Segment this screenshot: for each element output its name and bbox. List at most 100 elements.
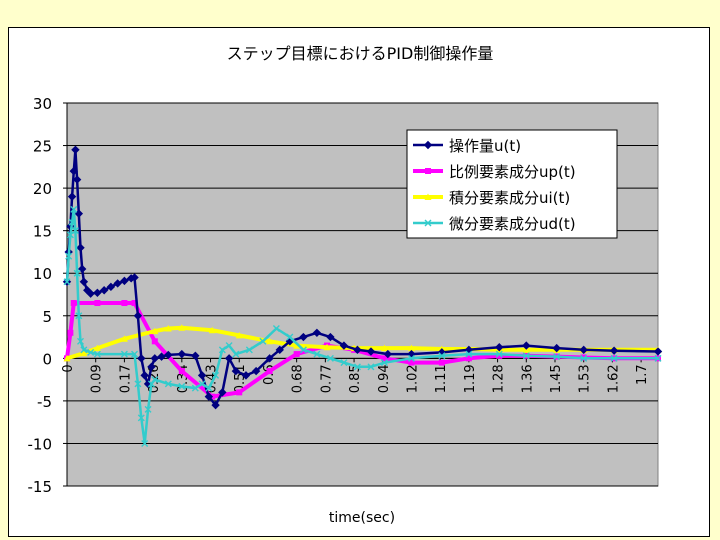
data-point-u [99, 286, 109, 295]
y-tick-label: 10 [33, 265, 52, 283]
data-point-ud [313, 350, 321, 358]
data-point-ud [141, 439, 149, 447]
data-point-u [86, 289, 95, 298]
data-point-ui [93, 344, 101, 352]
data-point-ud [299, 346, 307, 354]
data-point-ud [495, 350, 503, 358]
data-point-u [251, 366, 261, 376]
data-point-u [67, 192, 77, 201]
data-point-ud [580, 354, 588, 362]
data-point-ud [63, 278, 71, 286]
data-point-ud [259, 337, 267, 345]
data-point-u [157, 352, 166, 361]
legend-marker-u [423, 140, 433, 150]
y-tick-label: -5 [37, 393, 52, 411]
data-point-ud [286, 333, 294, 341]
legend-label-ud: 微分要素成分ud(t) [449, 215, 576, 233]
data-point-u [339, 341, 349, 350]
data-point-up [178, 368, 185, 375]
data-point-ud [131, 350, 139, 358]
data-point-ud [65, 252, 73, 260]
data-point-ud [407, 354, 415, 362]
legend-marker-up [425, 168, 431, 174]
data-point-u [72, 175, 82, 184]
data-point-u [299, 332, 308, 342]
data-point-ud [272, 325, 280, 333]
data-point-up [465, 355, 472, 362]
data-point-up [131, 300, 138, 307]
data-point-up [151, 338, 158, 345]
data-point-u [522, 341, 531, 350]
data-point-u [653, 347, 663, 356]
legend-marker-ui [424, 193, 432, 200]
x-tick-label: 0.68 [291, 364, 306, 393]
data-point-ui [63, 354, 71, 362]
x-tick-label: 1.02 [405, 364, 420, 393]
data-point-ud [70, 205, 78, 213]
data-point-ud [353, 363, 361, 371]
data-point-u [147, 362, 156, 372]
data-point-u [150, 354, 160, 363]
data-point-ui [293, 342, 301, 349]
legend-label-u: 操作量u(t) [449, 137, 521, 155]
data-point-ud [218, 346, 226, 354]
x-tick-label: 0.85 [348, 364, 363, 393]
data-point-u [197, 371, 207, 380]
data-point-u [191, 351, 200, 360]
data-point-up [94, 300, 101, 307]
data-point-u [93, 288, 102, 298]
data-point-ud [87, 348, 95, 356]
data-point-ud [71, 227, 79, 235]
data-point-ud [232, 350, 240, 358]
data-point-u [71, 145, 80, 155]
data-point-ud [198, 380, 206, 388]
data-point-ud [205, 384, 213, 392]
y-tick-label: 30 [33, 95, 52, 113]
data-point-ui [178, 324, 186, 331]
data-point-ui [164, 325, 172, 332]
data-point-ud [178, 382, 186, 390]
data-point-ud [77, 337, 85, 345]
data-point-u [76, 243, 85, 252]
data-point-ud [164, 380, 172, 388]
data-point-u [609, 346, 619, 355]
data-point-u [204, 392, 214, 401]
data-point-up [293, 351, 300, 358]
data-point-u [366, 347, 376, 356]
data-point-ud [465, 350, 473, 358]
legend-marker-ud [424, 219, 432, 227]
x-tick-label: 1.11 [434, 364, 449, 393]
data-point-ud [245, 346, 253, 354]
data-point-ud [610, 354, 618, 362]
data-point-u [137, 354, 146, 363]
data-point-ui [120, 335, 128, 342]
data-point-ui [208, 326, 216, 334]
data-point-u [241, 371, 251, 380]
data-point-ud [137, 414, 145, 422]
y-tick-label: 20 [33, 180, 52, 198]
data-point-u [495, 343, 504, 352]
x-tick-label: 0.09 [90, 364, 105, 393]
data-point-up [266, 368, 273, 375]
data-point-ui [235, 331, 243, 339]
data-point-u [224, 354, 234, 363]
data-point-u [106, 282, 116, 292]
data-point-u [133, 311, 143, 320]
x-tick-label: 1.53 [578, 364, 593, 393]
data-point-ud [73, 269, 81, 277]
data-point-ud [367, 363, 375, 371]
data-point-u [164, 350, 173, 360]
data-point-u [552, 343, 561, 353]
data-point-up [438, 359, 445, 366]
x-tick-label: 0 [61, 364, 76, 372]
x-tick-label: 1.45 [549, 364, 564, 393]
y-tick-label: -10 [28, 435, 53, 453]
x-tick-label: 1.19 [463, 364, 478, 393]
data-point-u [113, 279, 122, 288]
x-tick-label: 0.94 [377, 364, 392, 393]
data-point-ui [380, 344, 388, 352]
data-point-ud [134, 380, 142, 388]
y-tick-label: 5 [42, 308, 52, 326]
data-point-ui [80, 349, 88, 357]
